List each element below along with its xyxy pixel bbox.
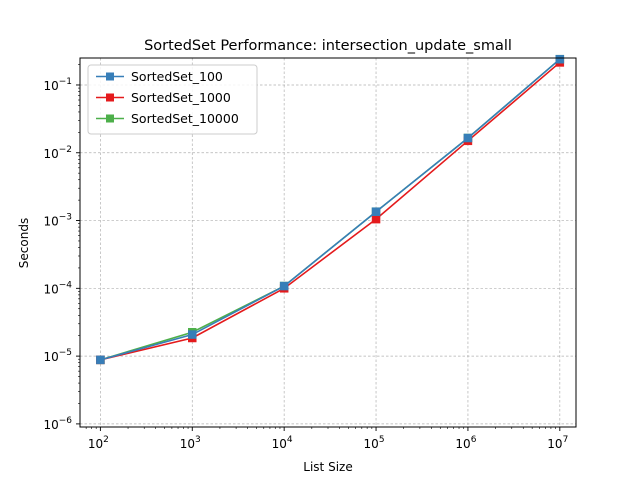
x-axis-label: List Size [303,460,352,474]
legend-entry-sortedset-10000: SortedSet_10000 [96,111,239,126]
y-tick-base: 10 [43,418,58,432]
x-tick-exponent: 2 [103,435,109,445]
y-tick-base: 10 [43,350,58,364]
y-tick-exponent: −3 [59,213,72,223]
x-tick-base: 10 [180,437,195,451]
legend-entry-sortedset-100: SortedSet_100 [96,69,223,84]
y-tick-exponent: −1 [59,77,72,87]
x-tick-base: 10 [455,437,470,451]
legend-box [87,64,258,135]
x-tick-label: 105 [364,435,385,451]
x-tick-label: 102 [88,435,109,451]
x-tick-label: 106 [455,435,476,451]
y-tick-base: 10 [43,147,58,161]
x-tick-exponent: 3 [195,435,201,445]
legend-marker [106,72,114,81]
x-tick-exponent: 6 [471,435,477,445]
x-tick-label: 103 [180,435,201,451]
data-point-sortedset-100 [371,207,381,216]
y-tick-exponent: −5 [59,348,72,358]
legend-marker [106,93,114,102]
series-line-sortedset-100 [100,58,561,361]
y-tick-label: 10−3 [43,213,72,229]
legend-entry-sortedset-1000: SortedSet_1000 [96,90,231,105]
data-point-sortedset-100 [188,330,197,339]
data-point-sortedset-100 [96,355,105,365]
x-tick-label: 104 [272,435,293,451]
y-tick-label: 10−4 [43,280,72,296]
x-tick-exponent: 4 [287,435,293,445]
x-tick-base: 10 [364,437,379,451]
series-sortedset-100 [96,54,565,365]
y-tick-exponent: −2 [59,145,72,155]
data-point-sortedset-100 [555,54,565,64]
x-tick-base: 10 [547,437,562,451]
legend-marker [106,114,114,123]
y-tick-base: 10 [43,215,58,229]
y-axis-label: Seconds [17,218,31,268]
x-tick-label: 107 [547,435,568,451]
legend-label: SortedSet_100 [131,69,223,84]
y-tick-label: 10−2 [43,145,72,161]
series-layer [96,54,565,365]
data-point-sortedset-1000 [371,214,381,224]
y-tick-exponent: −4 [59,280,73,290]
y-tick-base: 10 [43,79,58,93]
y-tick-label: 10−1 [43,77,72,93]
y-tick-label: 10−5 [43,348,72,364]
x-tick-exponent: 5 [379,435,385,445]
y-tick-label: 10−6 [43,416,72,432]
legend-label: SortedSet_1000 [131,90,231,105]
y-tick-exponent: −6 [59,416,73,426]
legend-label: SortedSet_10000 [131,111,239,126]
data-point-sortedset-100 [279,281,289,291]
chart-title: SortedSet Performance: intersection_upda… [144,38,512,54]
grid [80,58,576,427]
x-tick-base: 10 [88,437,103,451]
x-tick-base: 10 [272,437,287,451]
series-line-sortedset-1000 [100,61,561,361]
data-point-sortedset-100 [463,133,473,143]
y-tick-base: 10 [43,282,58,296]
ticks: 102 103 104 105 106 10710−610−510−410−310−210… [43,64,568,451]
legend: SortedSet_100 SortedSet_1000 SortedSet_100… [87,64,258,135]
x-tick-exponent: 7 [563,435,569,445]
